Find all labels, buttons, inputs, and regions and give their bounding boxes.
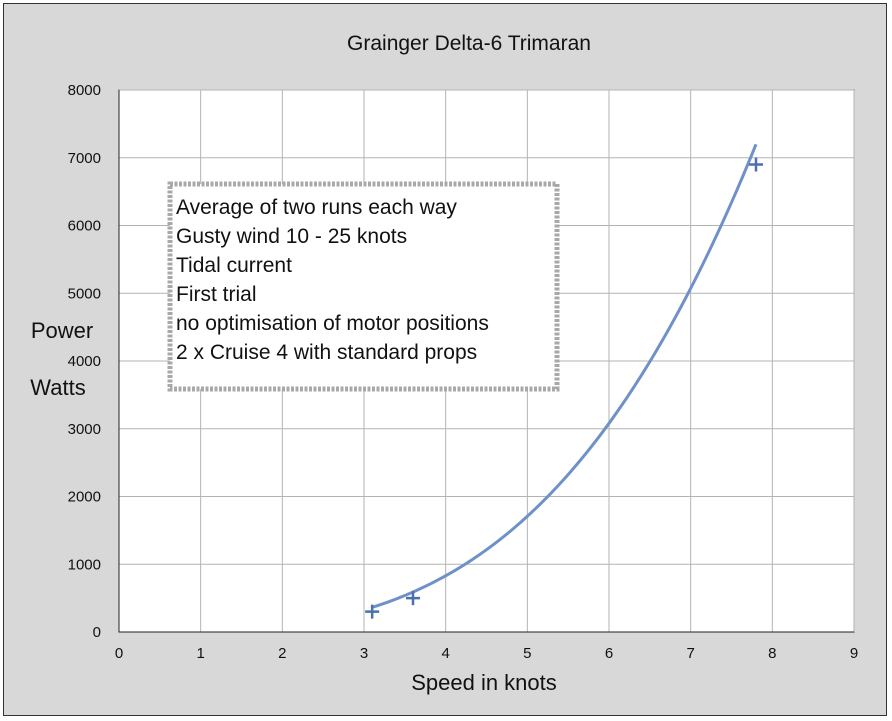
x-tick-label: 7 [686,645,694,662]
y-tick-label: 6000 [68,218,101,235]
y-tick-label: 8000 [68,82,101,99]
chart-svg: Grainger Delta-6 Trimaran 0 1000 2000 3000 4… [30,32,858,695]
annotation-line: 2 x Cruise 4 with standard props [176,341,477,364]
annotation-box-border [167,181,560,392]
y-axis-title-line-1: Power [31,318,93,343]
x-tick-label: 8 [768,645,776,662]
y-tick-label: 5000 [68,285,101,302]
x-tick-label: 6 [605,645,613,662]
data-point-marker [406,591,420,606]
y-tick-label: 1000 [68,556,101,573]
y-tick-label: 3000 [68,421,101,438]
y-tick-label: 2000 [68,489,101,506]
x-tick-label: 4 [441,645,449,662]
x-tick-labels: 0 1 2 3 4 5 6 7 8 9 [115,645,858,662]
y-axis-title-line-2: Watts [30,375,85,400]
grid-lines [118,89,855,633]
chart-title: Grainger Delta-6 Trimaran [347,32,591,55]
y-tick-label: 7000 [68,150,101,167]
annotation-line: Tidal current [176,254,292,277]
x-axis-title: Speed in knots [411,670,557,695]
trend-line [371,143,758,609]
annotation-line: Gusty wind 10 - 25 knots [176,225,407,248]
annotation-line: no optimisation of motor positions [176,312,489,335]
x-tick-label: 5 [523,645,531,662]
y-tick-label: 4000 [68,353,101,370]
data-point-marker [749,157,763,172]
x-tick-label: 1 [196,645,204,662]
annotation-line: First trial [176,283,257,306]
x-tick-label: 2 [278,645,286,662]
annotation-line: Average of two runs each way [176,196,457,219]
x-tick-label: 9 [850,645,858,662]
chart-frame: Grainger Delta-6 Trimaran 0 1000 2000 3000 4… [3,3,887,716]
y-tick-label: 0 [93,624,101,641]
data-points [365,157,763,619]
x-tick-label: 3 [360,645,368,662]
y-tick-labels: 0 1000 2000 3000 4000 5000 6000 7000 8000 [68,82,101,641]
x-tick-label: 0 [115,645,123,662]
data-point-marker [365,604,380,619]
annotation-box: Average of two runs each way Gusty wind … [167,181,560,392]
